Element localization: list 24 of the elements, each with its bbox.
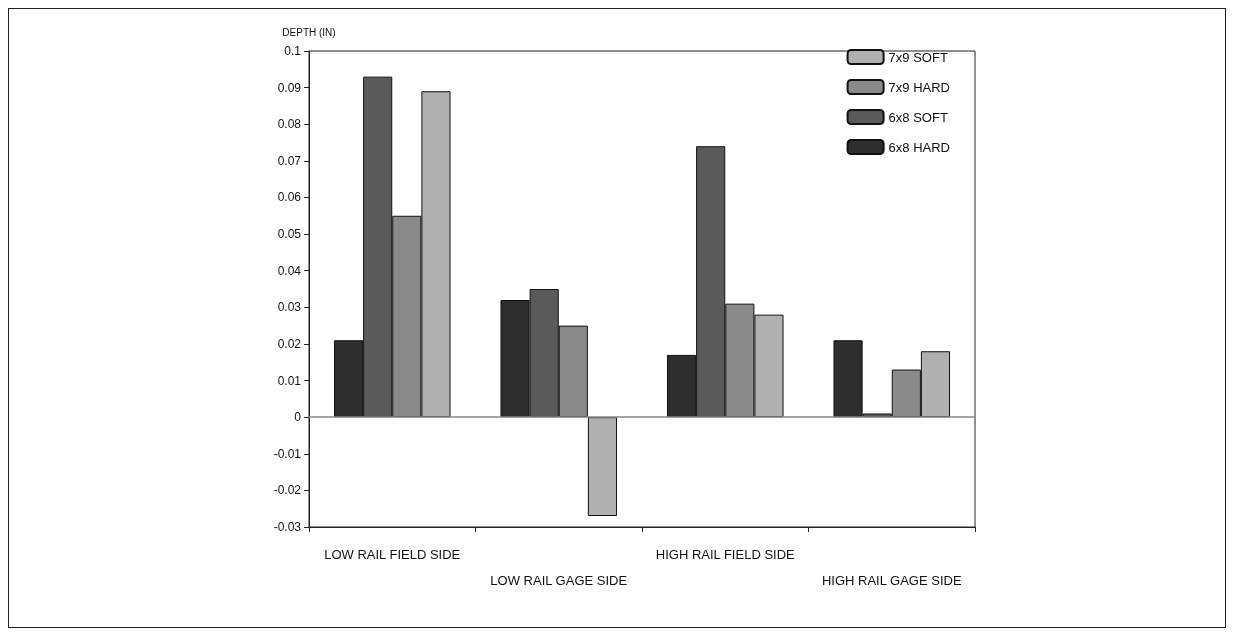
y-tick-label: 0.03 bbox=[277, 300, 302, 315]
y-tick-label: 0.07 bbox=[277, 153, 302, 168]
legend-label: 7x9 SOFT bbox=[888, 49, 948, 65]
x-tick-label: HIGH RAIL GAGE SIDE bbox=[821, 573, 962, 588]
y-tick-label: 0 bbox=[294, 410, 302, 425]
y-tick-label: 0.05 bbox=[277, 227, 302, 242]
legend-label: 6x8 HARD bbox=[888, 139, 951, 155]
y-tick-label: -0.01 bbox=[273, 446, 302, 461]
x-tick-label: LOW RAIL FIELD SIDE bbox=[324, 547, 461, 562]
x-tick-label: LOW RAIL GAGE SIDE bbox=[490, 573, 628, 588]
y-tick-label: -0.02 bbox=[273, 483, 302, 498]
legend-label: 6x8 SOFT bbox=[888, 109, 948, 125]
y-tick-label: 0.09 bbox=[277, 80, 302, 95]
y-tick-label: 0.04 bbox=[277, 263, 302, 278]
legend-label: 7x9 HARD bbox=[888, 79, 951, 95]
y-tick-label: -0.03 bbox=[273, 520, 302, 534]
y-axis-title: DEPTH (IN) bbox=[282, 26, 336, 38]
x-tick-label: HIGH RAIL FIELD SIDE bbox=[655, 547, 796, 562]
bar bbox=[587, 417, 618, 517]
y-tick-label: 0.08 bbox=[277, 117, 302, 132]
y-tick-label: 0.1 bbox=[284, 44, 302, 58]
y-tick-label: 0.06 bbox=[277, 190, 302, 205]
y-tick-label: 0.01 bbox=[277, 373, 302, 388]
y-tick-label: 0.02 bbox=[277, 336, 302, 351]
